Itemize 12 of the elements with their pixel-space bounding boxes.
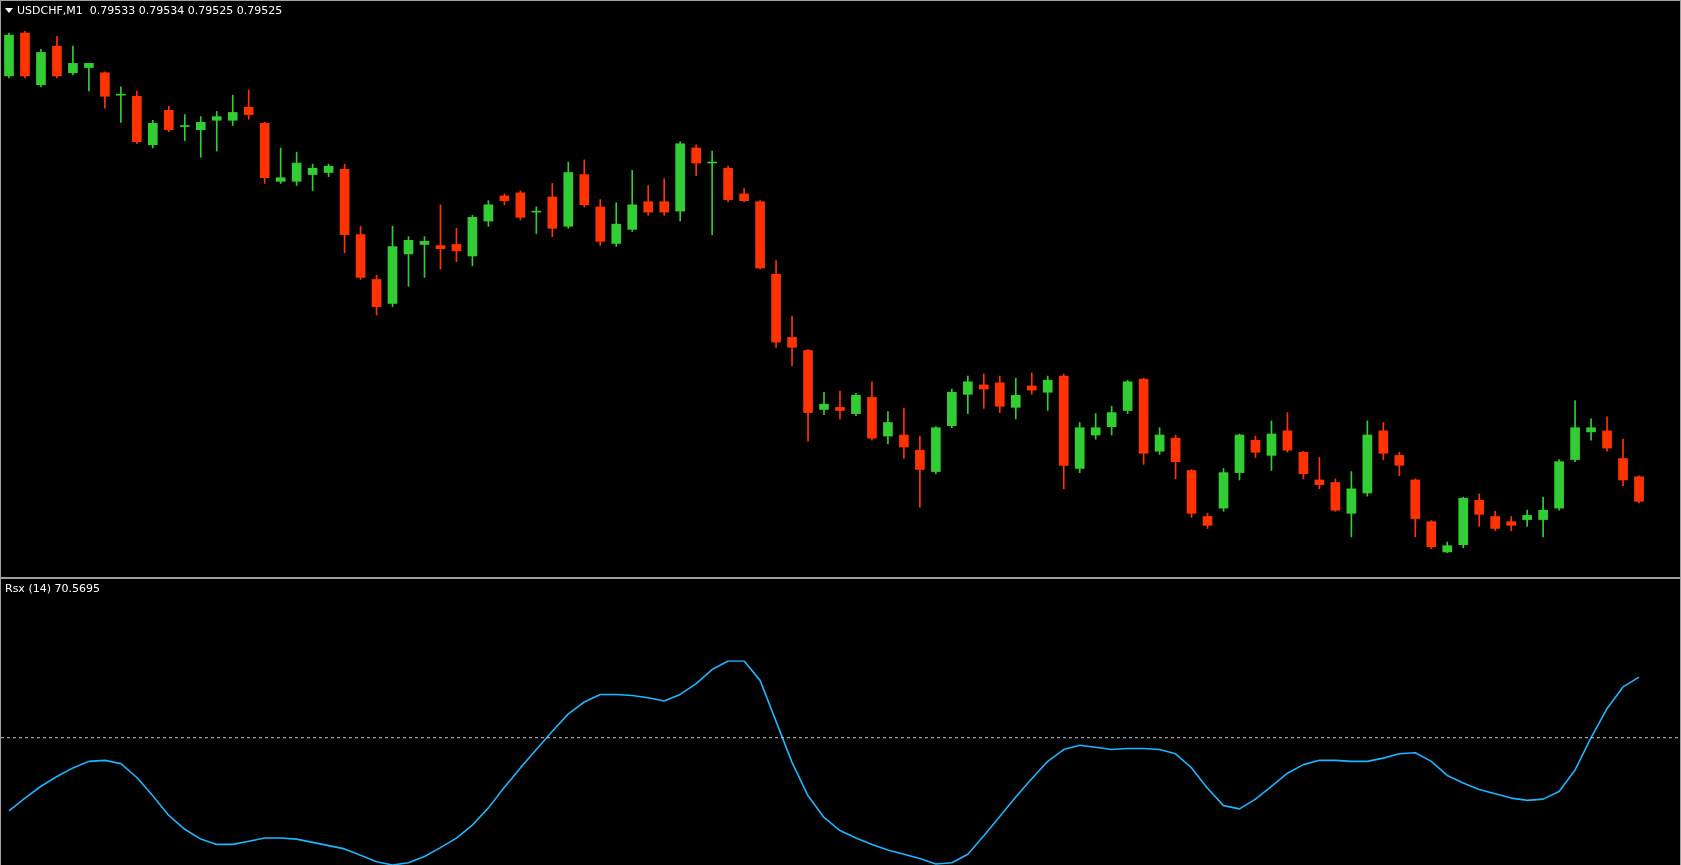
candlestick [211,111,222,152]
candlestick [899,408,909,459]
candlestick [116,86,126,123]
candlestick [787,315,797,366]
candlestick [179,114,190,141]
candlestick [1586,418,1596,441]
chart-title: USDCHF,M1 0.79533 0.79534 0.79525 0.79525 [17,4,283,17]
chart-title: Rsx (14) 70.5695 [5,582,100,595]
candlestick [195,116,206,158]
candlestick [84,63,94,92]
candlestick [1538,496,1548,538]
candlestick [835,390,845,420]
